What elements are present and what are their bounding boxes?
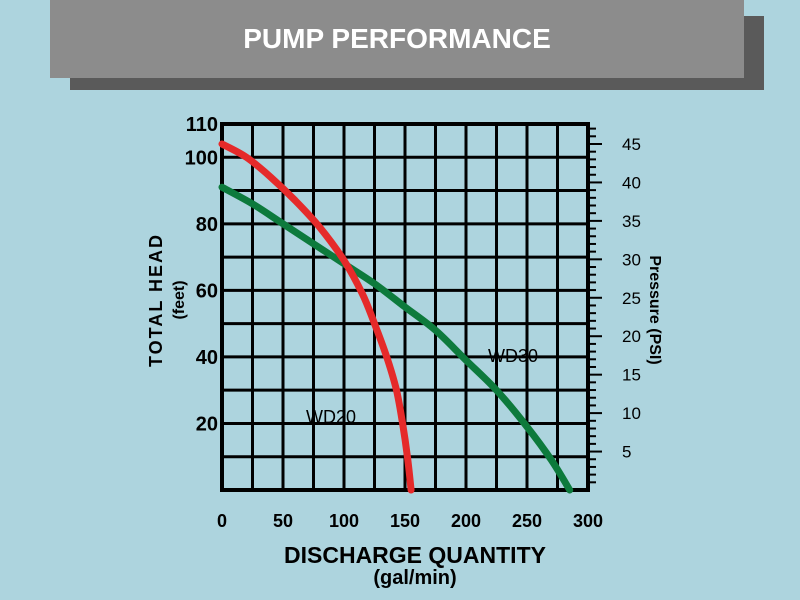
y-tick-label: 110 (186, 114, 218, 136)
y2-axis-label: Pressure (PSI) (646, 255, 663, 364)
y-tick-label: 80 (196, 214, 218, 236)
y2-tick-label: 45 (622, 135, 641, 154)
x-tick-label: 300 (573, 511, 603, 531)
y-tick-label: 60 (196, 280, 218, 302)
plot-grid (220, 122, 602, 492)
y2-tick-label: 30 (622, 250, 641, 269)
y2-tick-label: 40 (622, 173, 641, 192)
x-tick-label: 200 (451, 511, 481, 531)
y2-tick-label: 35 (622, 212, 641, 231)
series-label-wd20: WD20 (306, 407, 356, 427)
series-lines (218, 140, 574, 494)
x-tick-label: 150 (390, 511, 420, 531)
y-axis-label: TOTAL HEAD (146, 233, 166, 367)
series-label-wd30: WD30 (488, 346, 538, 366)
y2-tick-label: 10 (622, 404, 641, 423)
series-line-wd30 (218, 183, 574, 494)
x-axis-label: DISCHARGE QUANTITY (284, 542, 546, 568)
y2-tick-label: 25 (622, 289, 641, 308)
plot-frame (220, 122, 590, 492)
tick-labels: 0 50 100 150 200 250 300 20 40 60 80 100 110 5 10 15 20 2… (185, 114, 641, 531)
x-tick-label: 50 (273, 511, 293, 531)
x-tick-label: 100 (329, 511, 359, 531)
y2-tick-label: 15 (622, 366, 641, 385)
y-tick-label: 100 (185, 147, 218, 169)
series-line-wd20 (218, 140, 415, 494)
title-banner (50, 0, 744, 78)
chart-title: PUMP PERFORMANCE (243, 23, 551, 54)
y2-tick-label: 20 (622, 327, 641, 346)
y2-tick-label: 5 (622, 443, 631, 462)
x-tick-label: 250 (512, 511, 542, 531)
y-tick-label: 40 (196, 347, 218, 369)
y-tick-label: 20 (196, 413, 218, 435)
x-tick-label: 0 (217, 511, 227, 531)
x-axis-unit: (gal/min) (373, 567, 456, 589)
y-axis-unit: (feet) (171, 280, 188, 319)
